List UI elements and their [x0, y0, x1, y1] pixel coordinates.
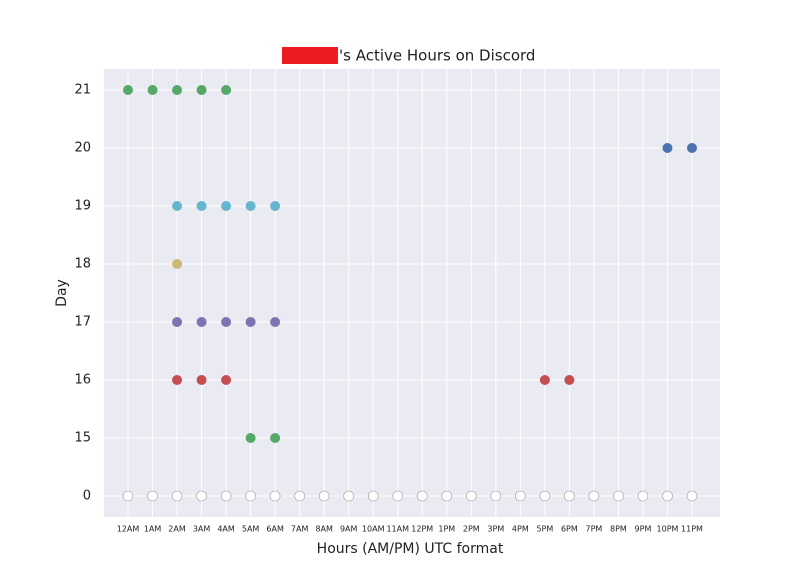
- point: [539, 375, 550, 385]
- x-tick-label: 12PM: [411, 525, 433, 534]
- point: [221, 375, 232, 385]
- point: [221, 317, 232, 327]
- x-tick-label: 3PM: [487, 525, 504, 534]
- x-tick-label: 4AM: [217, 525, 235, 534]
- x-tick-label: 6AM: [266, 525, 284, 534]
- point: [245, 317, 256, 327]
- plot-area: [104, 69, 720, 517]
- y-tick-label: 17: [74, 315, 91, 330]
- y-tick-label: 15: [74, 431, 91, 446]
- point: [490, 490, 502, 502]
- point: [466, 490, 477, 502]
- y-axis-label: Day: [54, 279, 70, 307]
- x-tick-label: 11AM: [386, 525, 409, 534]
- point: [637, 490, 649, 502]
- x-axis-label: Hours (AM/PM) UTC format: [317, 541, 504, 557]
- point: [172, 375, 183, 385]
- point: [245, 433, 256, 443]
- point: [245, 490, 256, 502]
- grid: [104, 69, 720, 517]
- point: [147, 490, 158, 502]
- y-tick-label: 19: [74, 199, 91, 214]
- x-tick-label: 7AM: [291, 525, 309, 534]
- x-tick-label: 2PM: [463, 525, 480, 534]
- x-tick-label: 9PM: [635, 525, 652, 534]
- point: [123, 85, 133, 95]
- point: [564, 490, 575, 502]
- x-tick-label: 3AM: [193, 525, 211, 534]
- point: [172, 317, 183, 327]
- point: [220, 490, 232, 502]
- point: [172, 201, 183, 211]
- point: [147, 85, 158, 95]
- x-tick-label: 1AM: [144, 525, 162, 534]
- x-tick-label: 4PM: [512, 525, 529, 534]
- x-tick-label: 10AM: [362, 525, 385, 534]
- x-tick-label: 9AM: [340, 525, 358, 534]
- point: [171, 490, 183, 502]
- x-tick-label: 6PM: [561, 525, 578, 534]
- x-tick-label: 10PM: [657, 525, 679, 534]
- point: [221, 201, 232, 211]
- point: [196, 317, 207, 327]
- point: [196, 375, 207, 385]
- point: [196, 490, 207, 502]
- x-tick-label: 1PM: [438, 525, 455, 534]
- point: [367, 490, 379, 502]
- y-tick-label: 16: [74, 373, 91, 388]
- point: [441, 490, 453, 502]
- point: [416, 490, 428, 502]
- point: [613, 490, 624, 502]
- point: [294, 490, 305, 502]
- x-tick-label: 5PM: [536, 525, 553, 534]
- point: [221, 85, 232, 95]
- y-tick-label: 0: [83, 489, 91, 504]
- x-tick-label: 12AM: [117, 525, 140, 534]
- point: [172, 259, 183, 269]
- y-tick-label: 21: [74, 83, 91, 98]
- x-tick-label: 11PM: [681, 525, 703, 534]
- point: [392, 490, 404, 502]
- point: [588, 490, 600, 502]
- x-tick-label: 8AM: [315, 525, 333, 534]
- point: [564, 375, 575, 385]
- redaction: [282, 47, 338, 64]
- point: [196, 85, 207, 95]
- point: [270, 433, 281, 443]
- point: [269, 490, 281, 502]
- y-tick-label: 20: [74, 141, 91, 156]
- x-tick-label: 7PM: [585, 525, 602, 534]
- point: [270, 201, 281, 211]
- point: [662, 490, 673, 502]
- chart-title: 's Active Hours on Discord: [339, 47, 535, 65]
- point: [172, 85, 183, 95]
- point: [270, 317, 281, 327]
- x-tick-label: 5AM: [242, 525, 260, 534]
- x-tick-label: 8PM: [610, 525, 627, 534]
- point: [318, 490, 330, 502]
- point: [515, 490, 526, 502]
- marks: [122, 85, 698, 502]
- y-tick-label: 18: [74, 257, 91, 272]
- point: [122, 490, 134, 502]
- point: [539, 490, 551, 502]
- point: [687, 143, 697, 153]
- point: [343, 490, 354, 502]
- point: [686, 490, 698, 502]
- point: [662, 143, 673, 153]
- point: [245, 201, 256, 211]
- x-tick-label: 2AM: [168, 525, 186, 534]
- point: [196, 201, 207, 211]
